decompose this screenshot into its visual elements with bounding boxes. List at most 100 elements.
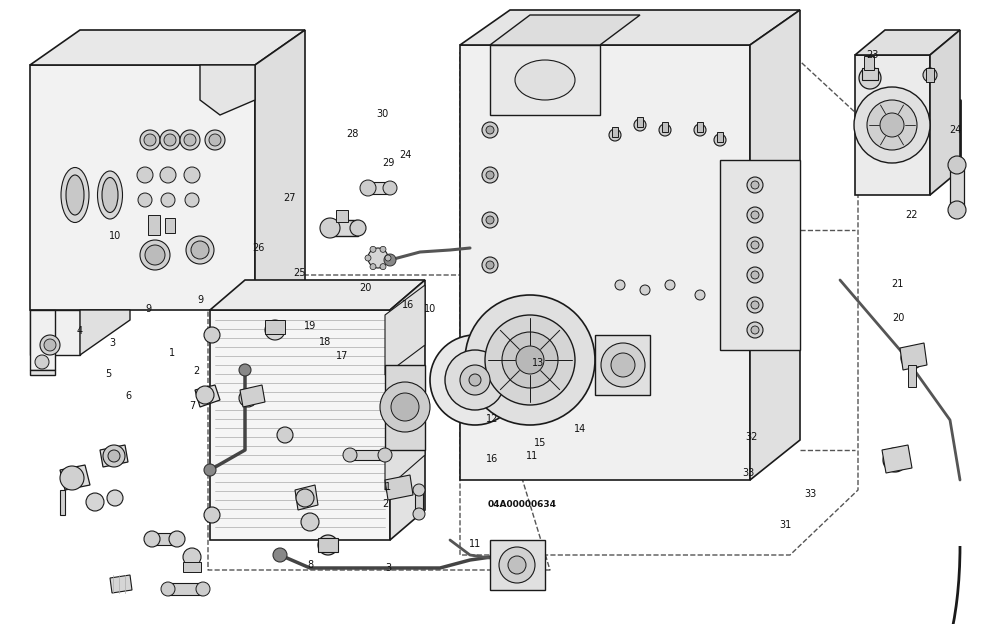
Text: 31: 31: [779, 520, 791, 530]
Circle shape: [486, 171, 494, 179]
Polygon shape: [900, 343, 927, 370]
Circle shape: [296, 489, 314, 507]
Bar: [697, 122, 703, 132]
Circle shape: [108, 450, 120, 462]
Circle shape: [516, 346, 544, 374]
Circle shape: [40, 335, 60, 355]
Circle shape: [640, 285, 650, 295]
Text: 1: 1: [385, 482, 391, 492]
Text: 28: 28: [346, 129, 358, 139]
Circle shape: [498, 548, 512, 562]
Polygon shape: [255, 30, 305, 310]
Circle shape: [751, 301, 759, 309]
Circle shape: [747, 177, 763, 193]
Bar: [152, 533, 177, 545]
Circle shape: [360, 180, 376, 196]
Circle shape: [611, 353, 635, 377]
Text: 04A00000634: 04A00000634: [488, 500, 556, 509]
Circle shape: [609, 129, 621, 141]
Polygon shape: [855, 30, 960, 55]
Text: 18: 18: [319, 337, 331, 347]
Bar: [368, 182, 390, 194]
Circle shape: [204, 327, 220, 343]
Bar: [318, 538, 338, 552]
Circle shape: [273, 548, 287, 562]
Polygon shape: [200, 65, 255, 115]
Circle shape: [482, 257, 498, 273]
Circle shape: [350, 220, 366, 236]
Circle shape: [365, 255, 371, 261]
Circle shape: [169, 531, 185, 547]
Bar: [183, 562, 201, 572]
Polygon shape: [595, 335, 650, 395]
Polygon shape: [460, 10, 800, 45]
Circle shape: [413, 484, 425, 496]
Text: 10: 10: [109, 231, 121, 241]
Text: 1: 1: [169, 348, 175, 358]
Circle shape: [751, 211, 759, 219]
Circle shape: [138, 193, 152, 207]
Bar: [908, 365, 916, 387]
Circle shape: [502, 332, 558, 388]
Polygon shape: [240, 385, 265, 407]
Text: 13: 13: [532, 358, 544, 368]
Bar: [637, 117, 643, 127]
Bar: [336, 210, 348, 222]
Circle shape: [445, 350, 505, 410]
Circle shape: [209, 134, 221, 146]
Text: 12: 12: [486, 414, 498, 424]
Circle shape: [482, 212, 498, 228]
Ellipse shape: [61, 167, 89, 223]
Bar: [415, 488, 423, 516]
Bar: [148, 215, 160, 235]
Text: 22: 22: [906, 210, 918, 220]
Circle shape: [615, 280, 625, 290]
Bar: [385, 365, 425, 450]
Polygon shape: [295, 485, 318, 510]
Circle shape: [318, 535, 338, 555]
Circle shape: [60, 466, 84, 490]
Polygon shape: [195, 385, 220, 407]
Circle shape: [747, 297, 763, 313]
Circle shape: [665, 280, 675, 290]
Polygon shape: [385, 475, 413, 500]
Circle shape: [320, 218, 340, 238]
Circle shape: [385, 255, 391, 261]
Bar: [265, 320, 285, 334]
Circle shape: [747, 267, 763, 283]
Text: 33: 33: [804, 489, 816, 499]
Circle shape: [380, 246, 386, 252]
Text: 6: 6: [125, 391, 131, 401]
Circle shape: [44, 339, 56, 351]
Circle shape: [751, 271, 759, 279]
Polygon shape: [210, 280, 425, 310]
Text: 17: 17: [336, 351, 348, 361]
Ellipse shape: [145, 245, 165, 265]
Circle shape: [239, 364, 251, 376]
Text: 20: 20: [892, 313, 904, 323]
Polygon shape: [30, 65, 255, 310]
Circle shape: [378, 448, 392, 462]
Text: 33: 33: [742, 468, 754, 478]
Circle shape: [659, 124, 671, 136]
Text: 9: 9: [145, 304, 151, 314]
Circle shape: [634, 119, 646, 131]
Circle shape: [901, 347, 923, 369]
Text: 3: 3: [109, 338, 115, 348]
Text: 8: 8: [307, 560, 313, 570]
Text: 14: 14: [574, 424, 586, 434]
Circle shape: [384, 254, 396, 266]
Bar: [950, 165, 964, 210]
Bar: [165, 218, 175, 233]
Circle shape: [183, 548, 201, 566]
Circle shape: [695, 290, 705, 300]
Circle shape: [196, 582, 210, 596]
Text: 10: 10: [424, 304, 436, 314]
Circle shape: [880, 113, 904, 137]
Text: 16: 16: [486, 454, 498, 464]
Circle shape: [413, 508, 425, 520]
Bar: [864, 56, 874, 70]
Ellipse shape: [66, 175, 84, 215]
Bar: [350, 450, 385, 460]
Circle shape: [485, 315, 575, 405]
